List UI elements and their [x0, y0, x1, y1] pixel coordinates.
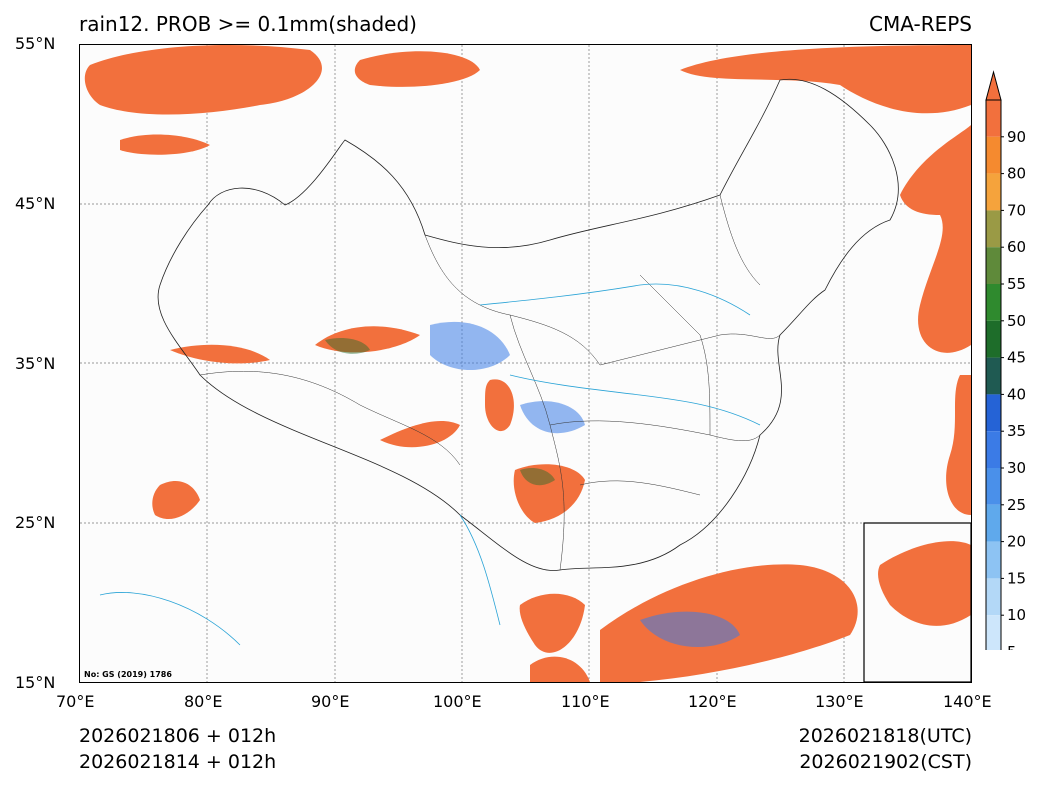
init-time-utc: 2026021806 + 012h [79, 725, 277, 747]
colorbar-label: 15 [1007, 569, 1026, 587]
lon-label-80: 80°E [184, 692, 223, 711]
colorbar-label: 70 [1007, 201, 1026, 219]
colorbar-block [986, 284, 1001, 321]
init-time-cst: 2026021814 + 012h [79, 751, 277, 773]
colorbar-label: 30 [1007, 459, 1026, 477]
colorbar: 5 10 15 20 25 30 35 40 45 50 55 60 70 80 90 [985, 70, 1026, 650]
lon-label-130: 130°E [815, 692, 864, 711]
rain-probability-shading [84, 45, 971, 682]
colorbar-label: 50 [1007, 312, 1026, 330]
colorbar-label: 40 [1007, 385, 1026, 403]
model-name: CMA-REPS [869, 12, 972, 36]
lat-label-25: 25°N [15, 513, 56, 532]
lon-label-90: 90°E [311, 692, 350, 711]
colorbar-block [986, 247, 1001, 284]
colorbar-block [986, 541, 1001, 579]
lat-label-55: 55°N [15, 34, 56, 53]
colorbar-label: 60 [1007, 238, 1026, 256]
rivers [99, 283, 761, 646]
lon-label-70: 70°E [56, 692, 95, 711]
valid-time-cst: 2026021902(CST) [799, 751, 972, 773]
lon-label-110: 110°E [561, 692, 610, 711]
colorbar-label: 45 [1007, 349, 1026, 367]
colorbar-block [986, 468, 1001, 505]
colorbar-over-triangle [985, 70, 1002, 101]
lat-label-45: 45°N [15, 194, 56, 213]
colorbar-label: 20 [1007, 533, 1026, 551]
country-boundary [157, 78, 899, 571]
lon-label-140: 140°E [943, 692, 992, 711]
colorbar-block [986, 431, 1001, 468]
colorbar-block [986, 357, 1001, 395]
colorbar-block [986, 615, 1001, 650]
colorbar-label: 5 [1007, 643, 1017, 650]
colorbar-label: 35 [1007, 422, 1026, 440]
colorbar-label: 10 [1007, 606, 1026, 624]
colorbar-label: 55 [1007, 275, 1026, 293]
colorbar-block [986, 173, 1001, 211]
south-china-sea-inset [863, 522, 971, 682]
colorbar-block [986, 136, 1001, 174]
colorbar-block [986, 578, 1001, 616]
colorbar-block [986, 210, 1001, 248]
colorbar-block [986, 320, 1001, 358]
province-boundaries [199, 194, 781, 571]
probability-map: No: GS (2019) 1786 [79, 44, 972, 683]
approval-number: No: GS (2019) 1786 [84, 670, 172, 679]
valid-time-utc: 2026021818(UTC) [798, 725, 972, 747]
colorbar-block [986, 100, 1001, 137]
colorbar-label: 25 [1007, 496, 1026, 514]
colorbar-label: 90 [1007, 128, 1026, 146]
colorbar-block [986, 394, 1001, 432]
colorbar-label: 80 [1007, 165, 1026, 183]
colorbar-block [986, 504, 1001, 542]
lat-label-35: 35°N [15, 354, 56, 373]
lon-label-120: 120°E [688, 692, 737, 711]
lat-label-15: 15°N [15, 673, 56, 692]
map-title: rain12. PROB >= 0.1mm(shaded) [79, 12, 417, 36]
lon-label-100: 100°E [433, 692, 482, 711]
